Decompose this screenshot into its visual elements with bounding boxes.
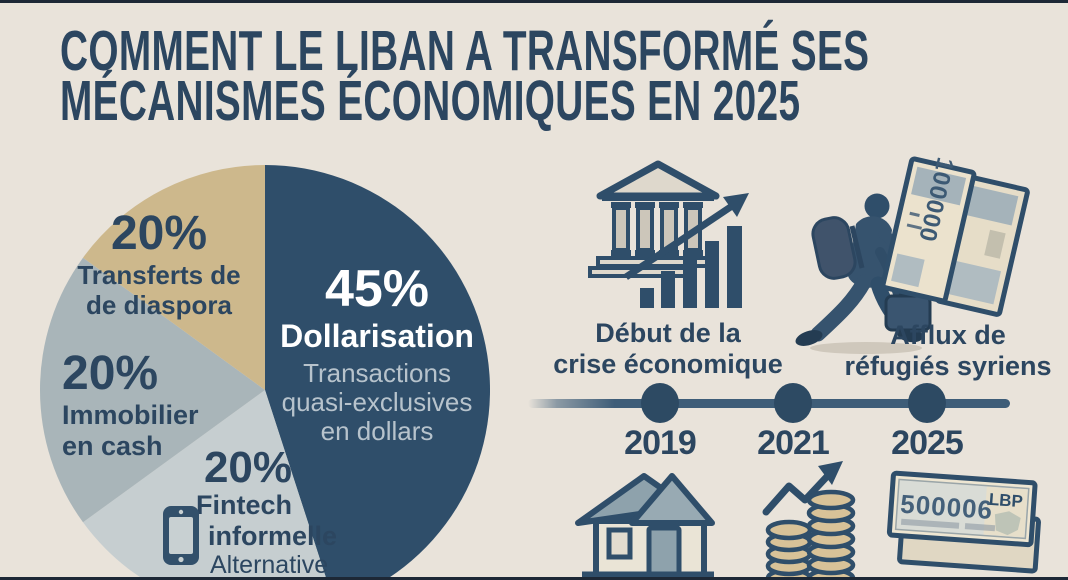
page-title-line-1: COMMENT LE LIBAN A TRANSFORMÉ SES	[60, 19, 870, 83]
bottom-edge-strip	[0, 577, 1068, 580]
bank-growth-icon	[588, 160, 749, 308]
dollarisation-name: Dollarisation	[280, 318, 474, 354]
timeline-dot-2019	[641, 383, 679, 423]
fintech-percent: 20%	[203, 443, 293, 492]
caption-crisis: Début de la crise économique	[550, 318, 786, 380]
immobilier-name-line-1: Immobilier	[62, 400, 199, 430]
pie-slice-dollarisation	[265, 165, 490, 580]
pie-slice-immobilier	[39, 257, 266, 523]
dollarisation-desc-line-1: Transactions	[303, 358, 451, 388]
transferts-percent: 20%	[110, 207, 208, 260]
transferts-name-line-2: de diaspora	[86, 290, 232, 320]
transferts-name-line-1: Transferts de	[77, 260, 241, 290]
immobilier-name-line-2: en cash	[62, 431, 163, 461]
fintech-name-line-1: Fintech	[196, 490, 293, 520]
page-title: COMMENT LE LIBAN A TRANSFORMÉ SES MÉCANI…	[60, 19, 870, 133]
dollarisation-desc-line-2: quasi-exclusives	[281, 387, 473, 417]
house-icon	[575, 473, 715, 579]
smartphone-icon	[163, 506, 199, 565]
caption-crisis-line-1: Début de la	[595, 318, 741, 348]
lbp-banknote-value-text: 500006	[899, 489, 994, 525]
immobilier-percent: 20%	[62, 347, 159, 400]
dollarisation-percent: 45%	[324, 260, 430, 318]
pie-slice-fintech	[83, 390, 327, 580]
caption-crisis-line-2: crise économique	[553, 349, 783, 379]
caption-refugees-line-1: Afflux de	[890, 320, 1006, 350]
year-label-2019: 2019	[624, 424, 697, 462]
page-title-line-2: MÉCANISMES ÉCONOMIQUES EN 2025	[60, 69, 801, 133]
year-label-2025: 2025	[891, 424, 964, 462]
timeline-line	[528, 399, 1010, 408]
caption-refugees: Afflux de réfugiés syriens	[828, 320, 1068, 382]
label-dollarisation: 45% Dollarisation Transactions quasi-exc…	[252, 262, 502, 446]
caption-refugees-line-2: réfugiés syriens	[844, 351, 1052, 381]
dollarisation-desc-line-3: en dollars	[320, 416, 434, 446]
top-edge-strip	[0, 0, 1068, 3]
year-label-2021: 2021	[757, 424, 830, 462]
label-immobilier: 20% Immobilier en cash	[62, 348, 262, 462]
banknotes-icon: 100000	[880, 155, 1030, 317]
fintech-desc-line-1: Alternative	[210, 551, 329, 579]
pie-slice-transferts	[83, 165, 265, 390]
timeline-dot-2025	[908, 383, 946, 423]
lbp-banknote-icon: 500006 LBP	[886, 470, 1041, 574]
fintech-name-line-2: informelle	[208, 521, 338, 551]
timeline-dot-2021	[774, 383, 812, 423]
coins-growth-icon	[762, 461, 856, 580]
lbp-currency-text: LBP	[988, 490, 1023, 511]
label-fintech-percent: 20%	[186, 444, 310, 492]
label-transferts: 20% Transferts de de diaspora	[74, 207, 244, 321]
